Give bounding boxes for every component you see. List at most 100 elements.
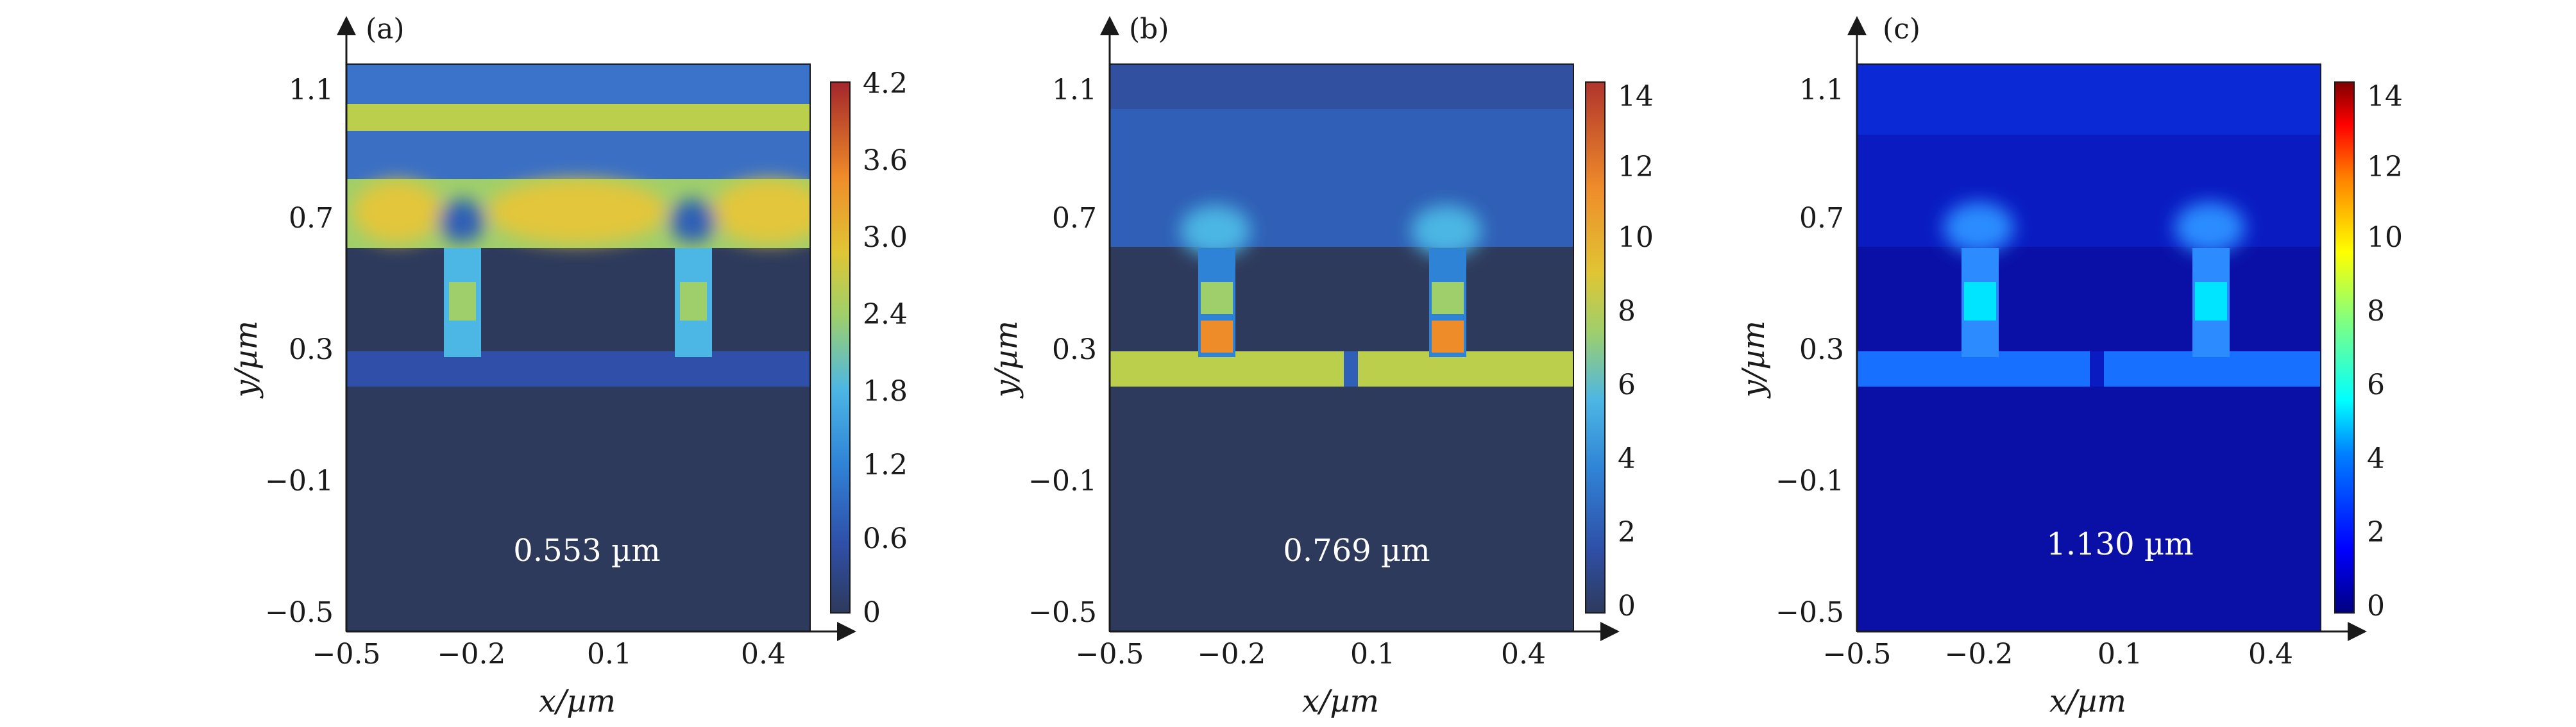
- colorbar-tick-label: 1.2: [863, 449, 908, 481]
- heatmap-a-pillar-core: [680, 282, 707, 321]
- x-tick-label: −0.5: [312, 638, 381, 671]
- y-tick-label: −0.5: [1028, 596, 1097, 629]
- y-tick-label: 0.3: [1052, 333, 1097, 366]
- y-tick-label: 0.7: [289, 202, 334, 235]
- heatmap-c-pillar-glow: [2174, 202, 2245, 253]
- heatmap-b-slab-gap: [1344, 351, 1358, 387]
- heatmap-c-slab: [1857, 351, 2321, 387]
- colorbar-tick-label: 0: [2367, 590, 2385, 623]
- x-tick-label: 0.1: [1350, 638, 1395, 671]
- x-ticks-c: −0.5 −0.2 0.1 0.4: [1823, 638, 2293, 671]
- heatmap-b-lower-field: [1110, 387, 1573, 631]
- colorbar-tick-label: 12: [2367, 151, 2403, 183]
- panel-label-a: (a): [366, 13, 405, 46]
- wavelength-label-a: 0.553 µm: [513, 533, 660, 569]
- y-tick-label: 1.1: [1052, 74, 1097, 106]
- heatmap-b-pillar-hot: [1201, 321, 1233, 353]
- colorbar-tick-label: 10: [2367, 221, 2403, 254]
- heatmap-b-pillar-glow: [1180, 205, 1251, 256]
- x-ticks-b: −0.5 −0.2 0.1 0.4: [1076, 638, 1546, 671]
- heatmap-b-slab: [1110, 351, 1573, 387]
- y-ticks-a: 1.1 0.7 0.3 −0.1 −0.5: [265, 74, 334, 629]
- panel-a: (a) y/µm x/µm 1.1 0.7 0.3 −0.1 −0.5 −0.5…: [228, 13, 908, 719]
- heatmap-c-pillar-core: [2195, 282, 2227, 321]
- panel-b: (b) y/µm x/µm 1.1 0.7 0.3 −0.1 −0.5 −0.5…: [988, 13, 1654, 719]
- heatmap-a: [346, 63, 811, 632]
- ylabel-b: y/µm: [988, 321, 1024, 399]
- panel-c: (c) y/µm x/µm 1.1 0.7 0.3 −0.1 −0.5 −0.5…: [1736, 13, 2403, 719]
- colorbar-tick-label: 3.0: [863, 221, 908, 254]
- x-tick-label: 0.4: [1501, 638, 1546, 671]
- y-tick-label: −0.1: [265, 465, 334, 497]
- heatmap-c-slab-gap: [2090, 351, 2104, 387]
- x-tick-label: −0.2: [437, 638, 506, 671]
- heatmap-a-yellow-band: [346, 104, 810, 131]
- heatmap-b-upper-field: [1110, 109, 1573, 247]
- heatmap-b-pillar-mid: [1432, 282, 1464, 314]
- heatmap-a-lower-field: [346, 387, 810, 631]
- heatmap-c-upper-field: [1857, 135, 2321, 247]
- heatmap-a-pillar-core: [449, 282, 476, 321]
- colorbar-tick-label: 0: [863, 596, 881, 629]
- colorbar-a-gradient: [830, 81, 851, 614]
- heatmap-a-dip: [670, 199, 716, 243]
- heatmap-c-top-band: [1857, 64, 2321, 135]
- heatmap-a-hotspot: [712, 180, 810, 244]
- colorbar-tick-label: 2: [1618, 516, 1636, 549]
- colorbar-c-gradient: [2334, 81, 2355, 614]
- colorbar-tick-label: 6: [2367, 369, 2385, 401]
- y-ticks-c: 1.1 0.7 0.3 −0.1 −0.5: [1775, 74, 1844, 629]
- x-tick-label: 0.1: [587, 638, 632, 671]
- y-tick-label: 1.1: [1799, 74, 1844, 106]
- y-tick-label: −0.5: [1775, 596, 1844, 629]
- heatmap-b: [1109, 63, 1574, 632]
- y-tick-label: 0.3: [289, 333, 334, 366]
- colorbar-tick-label: 14: [2367, 80, 2403, 113]
- x-tick-label: −0.2: [1198, 638, 1266, 671]
- colorbar-tick-label: 1.8: [863, 375, 908, 408]
- heatmap-b-top-band: [1110, 64, 1573, 109]
- y-tick-label: −0.1: [1775, 465, 1844, 497]
- y-tick-label: 1.1: [289, 74, 334, 106]
- colorbar-tick-label: 8: [1618, 295, 1636, 328]
- colorbar-tick-label: 8: [2367, 295, 2385, 328]
- x-tick-label: 0.4: [2248, 638, 2293, 671]
- heatmap-c-pillar-core: [1964, 282, 1996, 321]
- ylabel-c: y/µm: [1736, 321, 1772, 399]
- colorbar-tick-label: 4: [2367, 442, 2385, 475]
- wavelength-label-b: 0.769 µm: [1283, 533, 1430, 569]
- colorbar-tick-label: 0.6: [863, 522, 908, 555]
- heatmap-a-dip: [439, 199, 485, 243]
- panel-label-c: (c): [1883, 13, 1920, 46]
- colorbar-b-gradient: [1585, 81, 1606, 614]
- colorbar-tick-label: 6: [1618, 369, 1636, 401]
- x-tick-label: −0.5: [1823, 638, 1892, 671]
- x-tick-label: −0.5: [1076, 638, 1144, 671]
- heatmap-b-pillar-hot: [1432, 321, 1464, 353]
- x-tick-label: −0.2: [1945, 638, 2013, 671]
- heatmap-b-pillar-glow: [1411, 205, 1482, 256]
- colorbar-tick-label: 4: [1618, 442, 1636, 475]
- x-ticks-a: −0.5 −0.2 0.1 0.4: [312, 638, 786, 671]
- x-tick-label: 0.4: [741, 638, 786, 671]
- y-tick-label: 0.7: [1052, 202, 1097, 235]
- x-tick-label: 0.1: [2097, 638, 2142, 671]
- colorbar-a: 0 0.6 1.2 1.8 2.4 3.0 3.6 4.2: [830, 67, 908, 629]
- y-tick-label: −0.1: [1028, 465, 1097, 497]
- colorbar-tick-label: 14: [1618, 80, 1654, 113]
- heatmap-a-slab-low: [346, 351, 810, 387]
- heatmap-a-hotspot: [353, 181, 443, 242]
- colorbar-b: 0 2 4 6 8 10 12 14: [1585, 80, 1654, 623]
- colorbar-tick-label: 12: [1618, 151, 1654, 183]
- colorbar-tick-label: 2.4: [863, 298, 908, 331]
- colorbar-tick-label: 0: [1618, 590, 1636, 623]
- y-ticks-b: 1.1 0.7 0.3 −0.1 −0.5: [1028, 74, 1097, 629]
- heatmap-a-mid-band: [346, 131, 810, 179]
- heatmap-c-pillar-glow: [1944, 202, 2014, 253]
- heatmap-a-hotspot: [487, 180, 667, 244]
- colorbar-tick-label: 3.6: [863, 144, 908, 177]
- heatmap-a-top-band: [346, 64, 810, 104]
- colorbar-tick-label: 2: [2367, 516, 2385, 549]
- xlabel-a: x/µm: [539, 683, 616, 719]
- wavelength-label-c: 1.130 µm: [2046, 526, 2193, 562]
